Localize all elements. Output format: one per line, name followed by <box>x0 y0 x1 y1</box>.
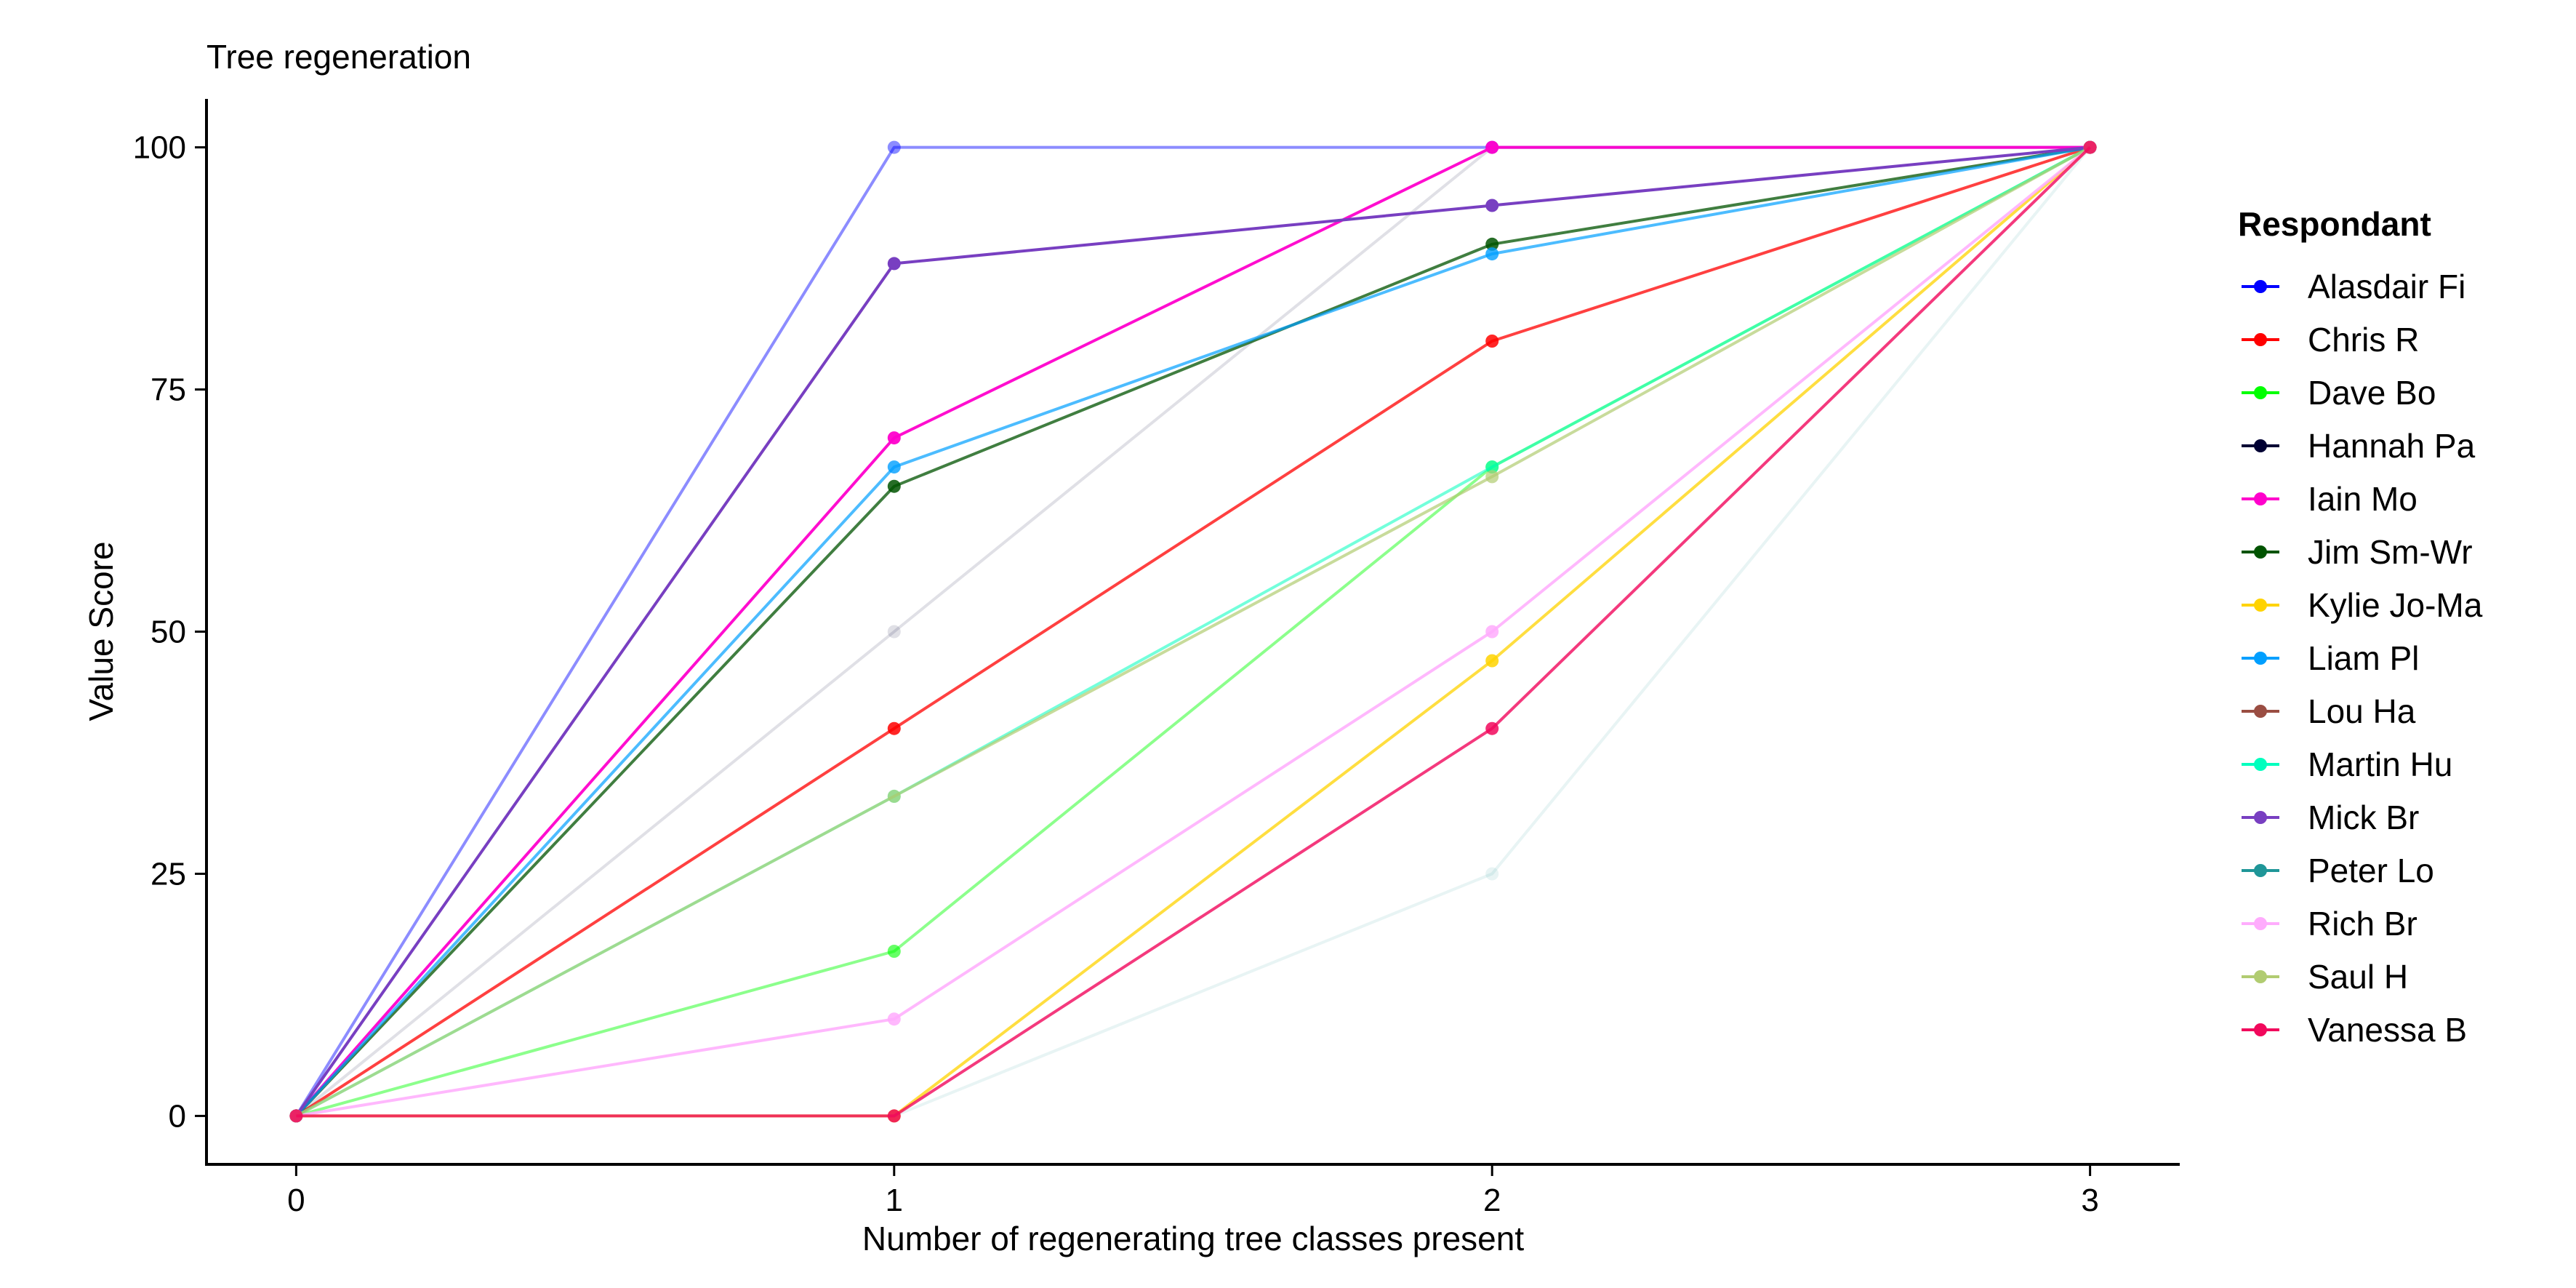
legend-key-point <box>2254 917 2267 930</box>
legend-key-point <box>2254 492 2267 505</box>
legend-item: Mick Br <box>2242 799 2419 836</box>
legend-item: Peter Lo <box>2242 852 2434 889</box>
legend-label: Saul H <box>2308 958 2408 996</box>
legend-key-point <box>2254 545 2267 559</box>
legend-key-point <box>2254 333 2267 346</box>
chart-title: Tree regeneration <box>206 38 471 76</box>
legend-key-point <box>2254 599 2267 612</box>
data-point <box>1485 460 1499 474</box>
legend-label: Alasdair Fi <box>2308 268 2465 305</box>
data-point <box>887 1109 901 1123</box>
legend-key-point <box>2254 705 2267 718</box>
legend-item: Martin Hu <box>2242 745 2452 783</box>
legend-item: Dave Bo <box>2242 374 2436 412</box>
data-point <box>887 140 901 154</box>
y-tick-label: 25 <box>151 856 186 892</box>
legend-key-point <box>2254 280 2267 293</box>
x-ticks: 0 1 2 3 <box>287 1164 2099 1218</box>
legend-item: Chris R <box>2242 321 2419 359</box>
data-point <box>887 721 901 735</box>
series-line <box>294 145 2090 1117</box>
legend-item: Iain Mo <box>2242 480 2417 518</box>
data-point <box>887 789 901 803</box>
legend-key-point <box>2254 652 2267 665</box>
data-point <box>289 1109 303 1123</box>
legend-label: Iain Mo <box>2308 480 2417 518</box>
legend-title: Respondant <box>2238 205 2431 243</box>
data-point <box>2083 140 2097 154</box>
legend-items: Alasdair Fi Chris R Dave Bo Hannah Pa Iain M… <box>2242 268 2483 1049</box>
data-point <box>1485 867 1499 881</box>
legend-key-point <box>2254 864 2267 877</box>
data-point <box>887 431 901 445</box>
series-line <box>296 146 2091 1118</box>
legend-label: Lou Ha <box>2308 692 2416 730</box>
x-tick-label: 1 <box>886 1183 903 1218</box>
y-tick-label: 50 <box>151 615 186 650</box>
data-point <box>1485 237 1499 251</box>
data-point <box>1485 199 1499 212</box>
x-tick-label: 3 <box>2081 1183 2098 1218</box>
legend-label: Liam Pl <box>2308 639 2419 677</box>
y-tick-label: 75 <box>151 372 186 408</box>
x-tick-label: 2 <box>1483 1183 1501 1218</box>
y-tick-label: 100 <box>133 130 186 166</box>
legend-key-point <box>2254 439 2267 452</box>
legend-key-point <box>2254 386 2267 399</box>
legend-item: Alasdair Fi <box>2242 268 2465 305</box>
legend-label: Martin Hu <box>2308 745 2452 783</box>
data-point <box>1485 335 1499 348</box>
legend-label: Peter Lo <box>2308 852 2434 889</box>
legend-label: Kylie Jo-Ma <box>2308 586 2483 624</box>
legend-label: Rich Br <box>2308 905 2417 943</box>
plot-series <box>289 140 2097 1123</box>
series-14 <box>289 140 2097 1123</box>
data-point <box>887 945 901 958</box>
legend-key-point <box>2254 758 2267 771</box>
data-point <box>1485 625 1499 639</box>
legend-label: Vanessa B <box>2308 1011 2467 1049</box>
legend-label: Chris R <box>2308 321 2419 359</box>
legend-item: Jim Sm-Wr <box>2242 533 2473 571</box>
data-point <box>887 625 901 639</box>
data-point <box>1485 247 1499 261</box>
series-line <box>294 145 2090 1117</box>
legend-label: Jim Sm-Wr <box>2308 533 2473 571</box>
data-point <box>1485 470 1499 484</box>
data-point <box>887 479 901 493</box>
data-point <box>887 1012 901 1026</box>
data-point <box>887 257 901 271</box>
legend-item: Lou Ha <box>2242 692 2416 730</box>
legend-key-point <box>2254 811 2267 824</box>
legend-label: Mick Br <box>2308 799 2419 836</box>
series-line <box>294 145 2090 1117</box>
data-point <box>887 460 901 474</box>
y-ticks: 0 25 50 75 100 <box>133 130 206 1134</box>
legend-item: Liam Pl <box>2242 639 2419 677</box>
legend: Respondant Alasdair Fi Chris R Dave Bo Hann… <box>2238 205 2483 1049</box>
legend-item: Vanessa B <box>2242 1011 2467 1049</box>
y-tick-label: 0 <box>169 1098 186 1134</box>
x-axis-title: Number of regenerating tree classes pres… <box>862 1220 1524 1257</box>
series-line <box>296 146 2091 1118</box>
series-line <box>294 145 2090 1117</box>
legend-label: Hannah Pa <box>2308 427 2476 465</box>
series-line <box>295 145 2091 1118</box>
legend-key-point <box>2254 970 2267 983</box>
legend-item: Kylie Jo-Ma <box>2242 586 2483 624</box>
legend-key-point <box>2254 1023 2267 1036</box>
data-point <box>1485 721 1499 735</box>
legend-label: Dave Bo <box>2308 374 2436 412</box>
legend-item: Saul H <box>2242 958 2408 996</box>
data-point <box>1485 140 1499 154</box>
x-tick-label: 0 <box>287 1183 305 1218</box>
legend-item: Rich Br <box>2242 905 2417 943</box>
y-axis-title: Value Score <box>82 541 120 721</box>
series-line <box>295 145 2091 1118</box>
data-point <box>1485 654 1499 668</box>
legend-item: Hannah Pa <box>2242 427 2476 465</box>
